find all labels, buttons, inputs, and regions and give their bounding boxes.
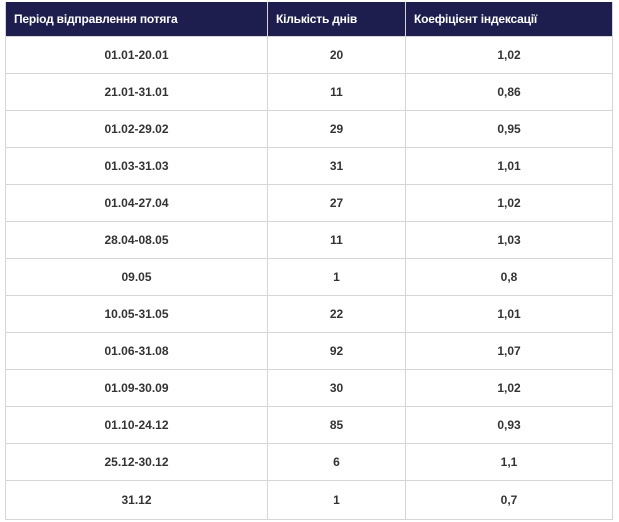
cell-days: 29 [267, 110, 406, 148]
table-row: 01.09-30.09 30 1,02 [5, 369, 613, 407]
cell-coefficient: 1,02 [405, 36, 613, 74]
table-row: 01.10-24.12 85 0,93 [5, 406, 613, 444]
cell-coefficient: 1,02 [405, 369, 613, 407]
cell-period: 09.05 [5, 258, 268, 296]
table-row: 01.03-31.03 31 1,01 [5, 147, 613, 185]
cell-period: 10.05-31.05 [5, 295, 268, 333]
cell-period: 01.01-20.01 [5, 36, 268, 74]
cell-coefficient: 1,1 [405, 443, 613, 481]
cell-days: 22 [267, 295, 406, 333]
cell-period: 01.02-29.02 [5, 110, 268, 148]
cell-coefficient: 1,01 [405, 295, 613, 333]
cell-period: 01.09-30.09 [5, 369, 268, 407]
table-header-row: Період відправлення потяга Кількість дні… [5, 2, 613, 37]
table-row: 09.05 1 0,8 [5, 258, 613, 296]
cell-period: 01.04-27.04 [5, 184, 268, 222]
cell-period: 21.01-31.01 [5, 73, 268, 111]
cell-coefficient: 0,93 [405, 406, 613, 444]
cell-days: 1 [267, 258, 406, 296]
cell-days: 20 [267, 36, 406, 74]
table-row: 01.02-29.02 29 0,95 [5, 110, 613, 148]
indexation-table-container: Період відправлення потяга Кількість дні… [5, 2, 613, 520]
cell-days: 30 [267, 369, 406, 407]
table-row: 28.04-08.05 11 1,03 [5, 221, 613, 259]
cell-coefficient: 1,03 [405, 221, 613, 259]
cell-period: 01.10-24.12 [5, 406, 268, 444]
cell-coefficient: 1,02 [405, 184, 613, 222]
cell-days: 6 [267, 443, 406, 481]
cell-period: 31.12 [5, 480, 268, 520]
cell-days: 27 [267, 184, 406, 222]
cell-days: 1 [267, 480, 406, 520]
table-row: 01.01-20.01 20 1,02 [5, 36, 613, 74]
cell-period: 01.03-31.03 [5, 147, 268, 185]
table-row: 31.12 1 0,7 [5, 480, 613, 520]
header-coefficient: Коефіцієнт індексації [405, 2, 613, 37]
cell-days: 92 [267, 332, 406, 370]
cell-coefficient: 0,7 [405, 480, 613, 520]
cell-coefficient: 1,01 [405, 147, 613, 185]
cell-days: 85 [267, 406, 406, 444]
cell-period: 01.06-31.08 [5, 332, 268, 370]
cell-days: 31 [267, 147, 406, 185]
cell-coefficient: 0,8 [405, 258, 613, 296]
table-row: 21.01-31.01 11 0,86 [5, 73, 613, 111]
table-row: 01.04-27.04 27 1,02 [5, 184, 613, 222]
cell-coefficient: 1,07 [405, 332, 613, 370]
header-days: Кількість днів [267, 2, 406, 37]
indexation-table: Період відправлення потяга Кількість дні… [5, 2, 613, 520]
cell-period: 25.12-30.12 [5, 443, 268, 481]
table-row: 10.05-31.05 22 1,01 [5, 295, 613, 333]
cell-period: 28.04-08.05 [5, 221, 268, 259]
cell-days: 11 [267, 221, 406, 259]
cell-days: 11 [267, 73, 406, 111]
cell-coefficient: 0,86 [405, 73, 613, 111]
table-row: 25.12-30.12 6 1,1 [5, 443, 613, 481]
cell-coefficient: 0,95 [405, 110, 613, 148]
table-row: 01.06-31.08 92 1,07 [5, 332, 613, 370]
header-period: Період відправлення потяга [5, 2, 268, 37]
